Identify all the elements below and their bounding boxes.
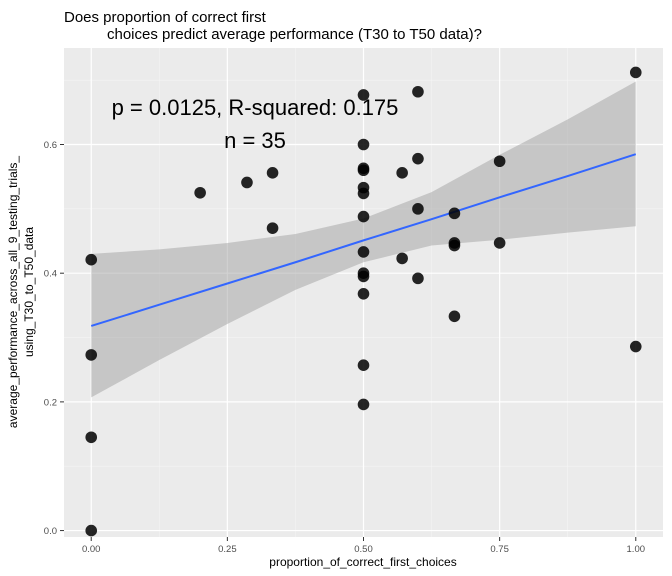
data-point [493, 237, 506, 249]
data-point [448, 239, 461, 252]
x-tick-label: 0.50 [354, 544, 373, 555]
data-point [357, 398, 370, 411]
data-point [357, 187, 370, 200]
data-point [241, 176, 253, 189]
data-points [85, 66, 642, 537]
fit-line-group [90, 153, 637, 327]
y-tick-label: 0.6 [44, 140, 57, 151]
data-point [85, 431, 98, 444]
data-point [357, 210, 370, 223]
n-annotation: n = 35 [224, 128, 286, 153]
data-point [357, 287, 370, 300]
x-axis-title: proportion_of_correct_first_choices [269, 555, 456, 569]
data-point [412, 85, 424, 98]
data-point [357, 164, 370, 177]
y-tick-label: 0.2 [44, 397, 57, 408]
data-point [493, 155, 506, 168]
data-point [396, 252, 408, 265]
regression-line [90, 153, 637, 327]
data-point [412, 203, 424, 215]
x-tick-label: 0.25 [218, 544, 237, 555]
data-point [357, 359, 370, 372]
data-point [85, 253, 98, 266]
data-point [194, 186, 206, 199]
data-point [357, 89, 370, 101]
y-tick-label: 0.4 [44, 269, 57, 280]
data-point [357, 270, 370, 283]
data-point [412, 272, 424, 285]
data-point [396, 167, 408, 179]
chart-title-line1: Does proportion of correct first [64, 9, 267, 26]
stats-annotation: p = 0.0125, R-squared: 0.175 [112, 95, 399, 120]
data-point [266, 167, 279, 179]
data-point [266, 222, 279, 234]
x-tick-label: 0.75 [490, 544, 509, 555]
y-tick-label: 0.0 [44, 526, 57, 537]
data-point [412, 152, 424, 165]
data-point [357, 138, 370, 151]
data-point [448, 310, 461, 323]
y-axis: 0.0 0.2 0.4 0.6 [44, 140, 64, 537]
chart-title-line2: choices predict average performance (T30… [107, 26, 482, 43]
y-axis-title-line2: using_T30_to_T50_data [22, 227, 36, 357]
data-point [629, 66, 642, 79]
data-point [85, 524, 98, 537]
data-point [357, 246, 370, 258]
data-point [85, 349, 98, 361]
x-tick-label: 0.00 [82, 544, 101, 555]
x-axis: 0.00 0.25 0.50 0.75 1.00 [82, 537, 645, 555]
y-axis-title-line1: average_performance_across_all_9_testing… [6, 156, 20, 428]
x-tick-label: 1.00 [627, 544, 646, 555]
data-point [629, 340, 642, 353]
data-point [448, 207, 461, 220]
